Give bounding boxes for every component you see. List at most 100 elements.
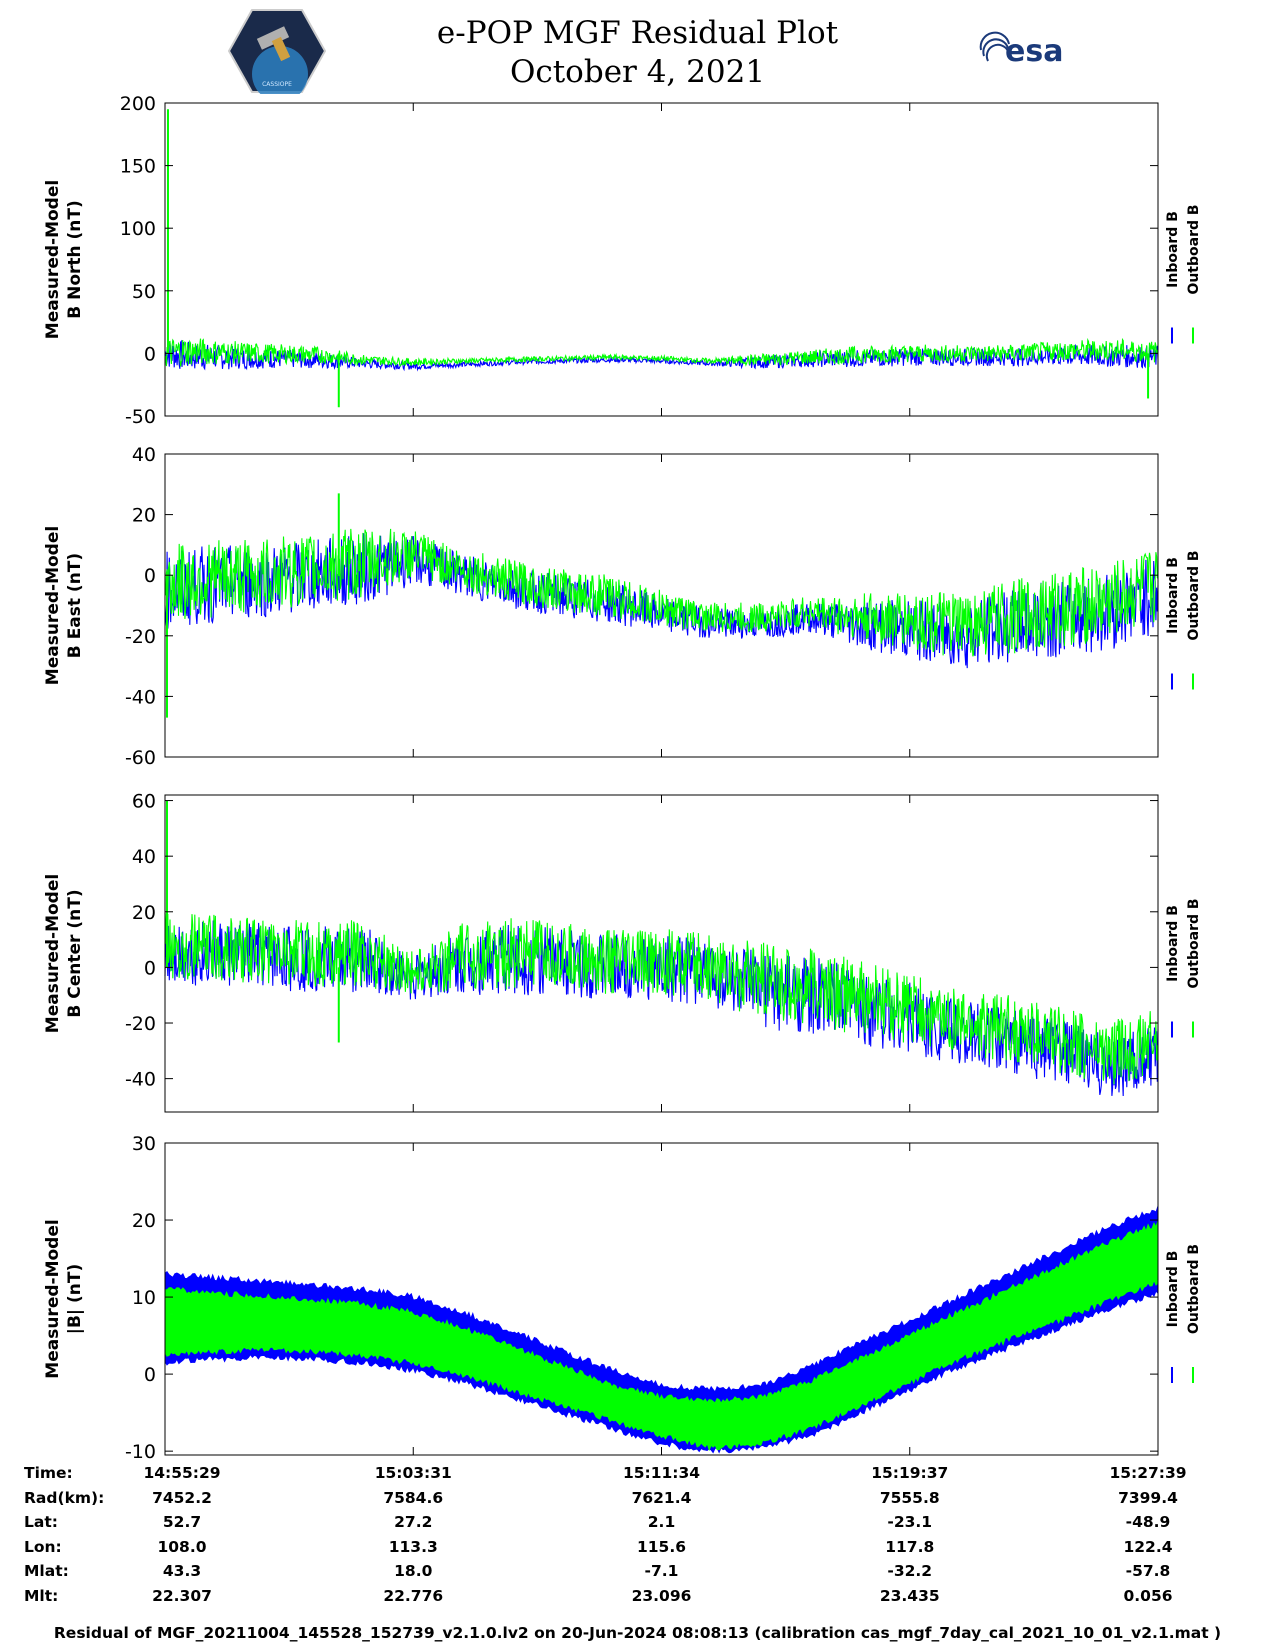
chart-panel-4: -10 0 10 20 30 Measured-Model |B| (nT) Inboard … [43,1133,1202,1463]
info-cell: 15:19:37 [871,1464,949,1482]
info-cell: 108.0 [157,1537,207,1556]
info-cell: 22.776 [383,1586,444,1605]
legend-label-outboard: Outboard B [1186,550,1202,640]
info-cell: 0.056 [1123,1586,1173,1605]
info-cell: 27.2 [394,1513,433,1531]
y-tick-label: 10 [132,1287,156,1309]
info-cell: 18.0 [394,1562,433,1580]
info-cell: 7452.2 [152,1488,212,1507]
y-tick-label: 20 [132,902,156,924]
y-axis-label: Measured-Model |B| (nT) [43,1219,85,1378]
esa-logo-text: esa [1005,34,1063,69]
info-cell: 7399.4 [1118,1488,1178,1507]
footer-caption: Residual of MGF_20211004_145528_152739_v… [53,1624,1222,1642]
y-tick-label: 200 [120,93,156,115]
y-tick-label: 50 [132,281,156,303]
info-row-label: Lat: [24,1513,58,1531]
y-axis-label-line1: Measured-Model [43,526,63,685]
y-tick-label: 20 [132,1210,156,1232]
series-line-outboard [164,528,1159,657]
y-axis-label: Measured-Model B Center (nT) [43,874,85,1033]
info-cell: 14:55:29 [143,1464,221,1482]
y-axis-label-line2: B Center (nT) [65,889,85,1017]
info-cell: 15:27:39 [1109,1464,1187,1482]
y-axis-label: Measured-Model B East (nT) [43,526,85,685]
legend-label-inboard: Inboard B [1165,1251,1181,1328]
legend: Inboard B Outboard B [1165,898,1202,1038]
plot-title: e-POP MGF Residual Plot October 4, 2021 [0,14,1275,92]
y-tick-label: 0 [144,343,156,365]
info-row-label: Rad(km): [24,1488,105,1507]
y-axis-label-line1: Measured-Model [43,180,63,339]
y-axis-label-line1: Measured-Model [43,1219,63,1378]
info-row-label: Mlt: [24,1586,59,1605]
legend-label-outboard: Outboard B [1186,898,1202,988]
info-cell: -48.9 [1125,1513,1171,1531]
chart-panel-1: -50 0 50 100 150 200 Measured-Model B North (nT… [43,93,1202,428]
y-tick-label: 0 [144,565,156,587]
legend-label-outboard: Outboard B [1186,1244,1202,1334]
legend-label-inboard: Inboard B [1165,211,1181,288]
legend: Inboard B Outboard B [1165,550,1202,690]
y-tick-label: 100 [120,218,156,240]
info-cell: 113.3 [388,1537,438,1556]
legend: Inboard B Outboard B [1165,204,1202,344]
y-tick-label: 20 [132,505,156,527]
title-line-1: e-POP MGF Residual Plot [436,15,839,51]
y-tick-label: -40 [125,686,156,708]
legend-label-outboard: Outboard B [1186,204,1202,294]
y-tick-label: -60 [125,747,156,769]
info-cell: 43.3 [162,1562,202,1580]
series-line-outboard [164,912,1159,1085]
y-tick-label: -40 [125,1069,156,1091]
info-cell: 122.4 [1123,1537,1173,1556]
legend-label-inboard: Inboard B [1165,905,1181,982]
info-cell: 117.8 [885,1537,935,1556]
y-tick-label: 0 [144,1364,156,1386]
y-tick-label: 60 [132,791,156,813]
info-cell: 15:11:34 [622,1464,701,1482]
info-cell: 52.7 [162,1513,202,1531]
info-row-label: Time: [24,1464,73,1482]
y-tick-label: -10 [125,1441,156,1463]
legend-label-inboard: Inboard B [1165,557,1181,634]
y-axis-label-line2: |B| (nT) [65,1264,85,1335]
info-cell: 23.096 [631,1586,692,1605]
esa-logo: esa [979,31,1063,69]
info-cell: -23.1 [887,1513,933,1531]
info-cell: 7621.4 [631,1488,692,1507]
y-tick-label: 150 [120,156,156,178]
y-axis-label-line2: B North (nT) [65,200,85,319]
y-tick-label: 40 [132,444,156,466]
info-cell: 7555.8 [879,1488,940,1507]
y-tick-label: 30 [132,1133,156,1155]
plot-frame [164,102,1159,417]
info-cell: 15:03:31 [374,1464,452,1482]
svg-text:CASSIOPE: CASSIOPE [262,81,292,88]
y-axis-label-line2: B East (nT) [65,553,85,658]
series-line-outboard [164,337,1159,368]
legend: Inboard B Outboard B [1165,1244,1202,1383]
y-tick-label: -20 [125,626,156,648]
chart-panel-2: -60 -40 -20 0 20 40 Measured-Model B East (nT) I… [43,444,1202,769]
info-cell: 2.1 [647,1513,676,1531]
info-cell: -57.8 [1125,1562,1171,1580]
y-tick-label: 40 [132,846,156,868]
y-tick-label: 0 [144,957,156,979]
info-cell: 23.435 [879,1586,940,1605]
info-cell: 115.6 [636,1537,687,1556]
info-row-label: Lon: [24,1537,62,1556]
y-tick-label: -50 [125,406,156,428]
title-line-2: October 4, 2021 [509,54,766,90]
orbit-info-table: Time: 14:55:29 15:03:31 15:11:34 15:19:37 15:… [0,1464,1275,1614]
y-axis-label-line1: Measured-Model [43,874,63,1033]
series-band-outboard [164,1220,1159,1452]
info-cell: 7584.6 [383,1488,444,1507]
info-cell: -7.1 [644,1562,679,1580]
info-row-label: Mlat: [24,1562,69,1580]
y-axis-label: Measured-Model B North (nT) [43,180,85,339]
cassiope-logo: CASSIOPE [228,9,326,94]
chart-panel-3: -40 -20 0 20 40 60 Measured-Model B Center (nT)… [43,791,1202,1113]
y-tick-label: -20 [125,1013,156,1035]
